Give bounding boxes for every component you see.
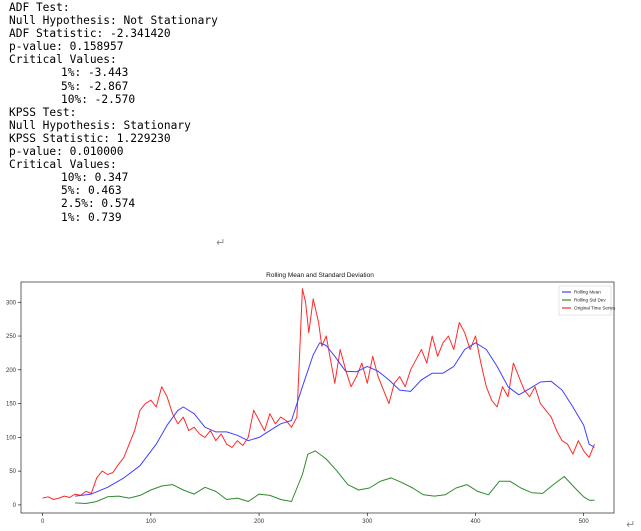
series-line-rolling-mean [75, 342, 595, 497]
legend-entry: Rolling Mean [574, 290, 601, 295]
adf-header: ADF Test: [9, 1, 70, 14]
enter-icon-2: ↵ [626, 518, 635, 531]
adf-statistic: ADF Statistic: -2.341420 [9, 27, 171, 41]
kpss-critical-header: Critical Values: [9, 158, 117, 172]
console-output: ADF Test: Null Hypothesis: Not Stationary… [9, 1, 218, 224]
y-tick-label: 300 [6, 300, 17, 306]
x-tick-label: 300 [362, 519, 373, 525]
y-tick-label: 100 [6, 435, 17, 441]
axis-ticks: 0 100 200 300 400 500 0 50 100 150 200 250 300 [6, 300, 589, 525]
kpss-statistic: KPSS Statistic: 1.229230 [9, 131, 171, 145]
kpss-critical-5: 5%: 0.463 [61, 184, 122, 198]
kpss-critical-1: 1%: 0.739 [61, 210, 122, 224]
adf-null-hypothesis: Null Hypothesis: Not Stationary [9, 14, 218, 28]
adf-critical-10: 10%: -2.570 [61, 92, 136, 106]
x-tick-label: 0 [41, 519, 45, 525]
plot-area [20, 281, 615, 514]
legend-entry: Rolling Std Dev [574, 298, 606, 303]
kpss-critical-2-5: 2.5%: 0.574 [61, 197, 136, 211]
kpss-p-value: p-value: 0.010000 [9, 145, 124, 159]
x-tick-label: 100 [146, 519, 157, 525]
y-tick-label: 250 [6, 334, 17, 340]
x-tick-label: 400 [470, 519, 481, 525]
y-tick-label: 200 [6, 368, 17, 374]
y-tick-label: 50 [9, 469, 16, 475]
series-line-original-time-series [42, 288, 595, 500]
x-tick-label: 200 [254, 519, 265, 525]
series-line-rolling-std-dev [75, 450, 595, 504]
adf-p-value: p-value: 0.158957 [9, 40, 124, 54]
y-tick-label: 150 [6, 402, 17, 408]
adf-critical-5: 5%: -2.867 [61, 79, 129, 93]
adf-critical-1: 1%: -3.443 [61, 66, 129, 80]
kpss-header: KPSS Test: [9, 105, 77, 119]
adf-critical-header: Critical Values: [9, 53, 117, 67]
chart-title: Rolling Mean and Standard Deviation [266, 272, 374, 279]
enter-icon: ↵ [216, 236, 226, 249]
kpss-critical-10: 10%: 0.347 [61, 171, 129, 185]
kpss-null-hypothesis: Null Hypothesis: Stationary [9, 118, 191, 132]
series-lines [42, 288, 595, 504]
legend-entry: Original Time Series [574, 306, 616, 311]
y-tick-label: 0 [13, 503, 17, 509]
legend: Rolling Mean Rolling Std Dev Original Time… [558, 285, 616, 316]
x-tick-label: 500 [579, 519, 590, 525]
rolling-chart: Rolling Mean and Standard Deviation 0 100… [0, 268, 641, 531]
